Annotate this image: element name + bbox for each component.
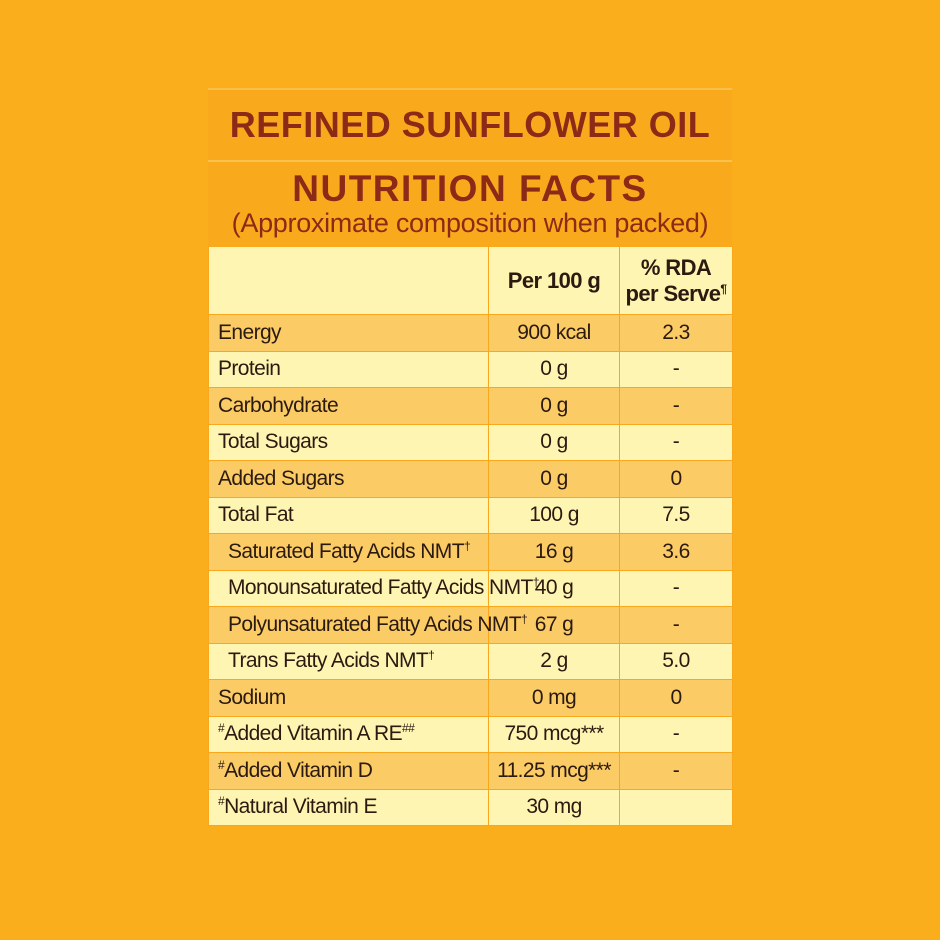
per-100g-value: 900 kcal bbox=[488, 314, 620, 352]
rda-value: - bbox=[619, 752, 733, 790]
per-100g-value: 750 mcg*** bbox=[488, 715, 620, 753]
rda-value: 0 bbox=[619, 679, 733, 717]
nutrient-label: Monounsaturated Fatty Acids NMT bbox=[228, 576, 533, 600]
footnote-mark: ## bbox=[402, 721, 415, 736]
per-100g-value: 0 g bbox=[488, 350, 620, 388]
nutrient-label: Total Fat bbox=[218, 503, 294, 527]
nutrient-label: Added Sugars bbox=[218, 466, 345, 490]
nutrient-name: Saturated Fatty Acids NMT† bbox=[208, 533, 489, 571]
nutrient-label: Energy bbox=[218, 320, 282, 344]
rda-value: 5.0 bbox=[619, 642, 733, 680]
nutrition-table: Per 100 g % RDA per Serve¶ Energy 900 kc… bbox=[208, 246, 733, 826]
header-nutrient bbox=[208, 246, 489, 315]
nutrition-panel: REFINED SUNFLOWER OIL NUTRITION FACTS (A… bbox=[208, 88, 733, 826]
nutrient-name: Protein bbox=[208, 350, 489, 388]
per-100g-value: 0 g bbox=[488, 423, 620, 461]
nutrient-name: Total Fat bbox=[208, 496, 489, 534]
nutrition-title: NUTRITION FACTS bbox=[292, 168, 648, 209]
prefix-mark: # bbox=[218, 721, 225, 736]
nutrient-label: Protein bbox=[218, 357, 281, 381]
per-100g-value: 30 mg bbox=[488, 788, 620, 826]
header-rda-mark: ¶ bbox=[720, 281, 727, 296]
per-100g-value: 0 g bbox=[488, 460, 620, 498]
prefix-mark: # bbox=[218, 794, 225, 809]
per-100g-value: 2 g bbox=[488, 642, 620, 680]
header-rda-line1: % RDA bbox=[640, 254, 712, 280]
table-row: Energy 900 kcal 2.3 bbox=[208, 314, 733, 352]
table-row: Saturated Fatty Acids NMT† 16 g 3.6 bbox=[208, 533, 733, 571]
per-100g-value: 0 g bbox=[488, 387, 620, 425]
nutrient-label: Sodium bbox=[218, 685, 286, 709]
nutrient-label: Trans Fatty Acids NMT bbox=[228, 649, 429, 673]
nutrient-name: #Added Vitamin D bbox=[208, 752, 489, 790]
table-row: Protein 0 g - bbox=[208, 350, 733, 388]
nutrient-name: Trans Fatty Acids NMT† bbox=[208, 642, 489, 680]
rda-value: - bbox=[619, 715, 733, 753]
per-100g-value: 0 mg bbox=[488, 679, 620, 717]
nutrient-label: Carbohydrate bbox=[218, 393, 339, 417]
product-title: REFINED SUNFLOWER OIL bbox=[229, 104, 711, 145]
table-row: Added Sugars 0 g 0 bbox=[208, 460, 733, 498]
table-header-row: Per 100 g % RDA per Serve¶ bbox=[208, 246, 733, 315]
rda-value: 2.3 bbox=[619, 314, 733, 352]
per-100g-value: 16 g bbox=[488, 533, 620, 571]
nutrient-name: Added Sugars bbox=[208, 460, 489, 498]
per-100g-value: 11.25 mcg*** bbox=[488, 752, 620, 790]
rda-value: 0 bbox=[619, 460, 733, 498]
table-row: Trans Fatty Acids NMT† 2 g 5.0 bbox=[208, 642, 733, 680]
nutrient-label: Total Sugars bbox=[218, 430, 328, 454]
footnote-mark: † bbox=[521, 611, 528, 626]
header-rda-line2: per Serve¶ bbox=[620, 281, 732, 307]
rda-value bbox=[619, 788, 733, 826]
footnote-mark: † bbox=[428, 648, 435, 663]
table-row: Total Fat 100 g 7.5 bbox=[208, 496, 733, 534]
rda-value: - bbox=[619, 350, 733, 388]
nutrient-name: Sodium bbox=[208, 679, 489, 717]
table-row: Sodium 0 mg 0 bbox=[208, 679, 733, 717]
nutrient-label: Polyunsaturated Fatty Acids NMT bbox=[228, 612, 522, 636]
footnote-mark: † bbox=[463, 538, 471, 553]
nutrient-label: Added Vitamin D bbox=[224, 758, 373, 782]
rda-value: - bbox=[619, 569, 733, 607]
nutrient-name: Total Sugars bbox=[208, 423, 489, 461]
nutrition-heading: NUTRITION FACTS (Approximate composition… bbox=[208, 162, 732, 246]
table-row: Monounsaturated Fatty Acids NMT† 40 g - bbox=[208, 569, 733, 607]
rda-value: - bbox=[619, 606, 733, 644]
rda-value: 3.6 bbox=[619, 533, 733, 571]
header-per-100g: Per 100 g bbox=[488, 246, 620, 315]
nutrient-name: Monounsaturated Fatty Acids NMT† bbox=[208, 569, 539, 607]
table-row: Polyunsaturated Fatty Acids NMT† 67 g - bbox=[208, 606, 733, 644]
nutrient-label: Added Vitamin A RE bbox=[224, 722, 403, 746]
table-row: #Added Vitamin A RE## 750 mcg*** - bbox=[208, 715, 733, 753]
nutrient-name: Carbohydrate bbox=[208, 387, 489, 425]
nutrient-name: Energy bbox=[208, 314, 489, 352]
nutrient-name: Polyunsaturated Fatty Acids NMT† bbox=[208, 606, 528, 644]
table-row: Carbohydrate 0 g - bbox=[208, 387, 733, 425]
per-100g-value: 67 g bbox=[488, 606, 620, 644]
nutrient-label: Natural Vitamin E bbox=[224, 795, 377, 819]
table-row: #Added Vitamin D 11.25 mcg*** - bbox=[208, 752, 733, 790]
prefix-mark: # bbox=[218, 757, 225, 772]
per-100g-value: 40 g bbox=[488, 569, 620, 607]
per-100g-value: 100 g bbox=[488, 496, 620, 534]
title-band: REFINED SUNFLOWER OIL bbox=[208, 88, 732, 162]
nutrient-name: #Added Vitamin A RE## bbox=[208, 715, 489, 753]
header-per-100g-label: Per 100 g bbox=[507, 267, 601, 293]
table-row: Total Sugars 0 g - bbox=[208, 423, 733, 461]
nutrition-subtitle: (Approximate composition when packed) bbox=[231, 208, 709, 238]
header-rda: % RDA per Serve¶ bbox=[619, 246, 733, 315]
rda-value: - bbox=[619, 423, 733, 461]
rda-value: 7.5 bbox=[619, 496, 733, 534]
nutrient-name: #Natural Vitamin E bbox=[208, 788, 489, 826]
rda-value: - bbox=[619, 387, 733, 425]
table-row: #Natural Vitamin E 30 mg bbox=[208, 788, 733, 826]
header-rda-line2-text: per Serve bbox=[625, 280, 721, 306]
nutrient-label: Saturated Fatty Acids NMT bbox=[228, 539, 465, 563]
